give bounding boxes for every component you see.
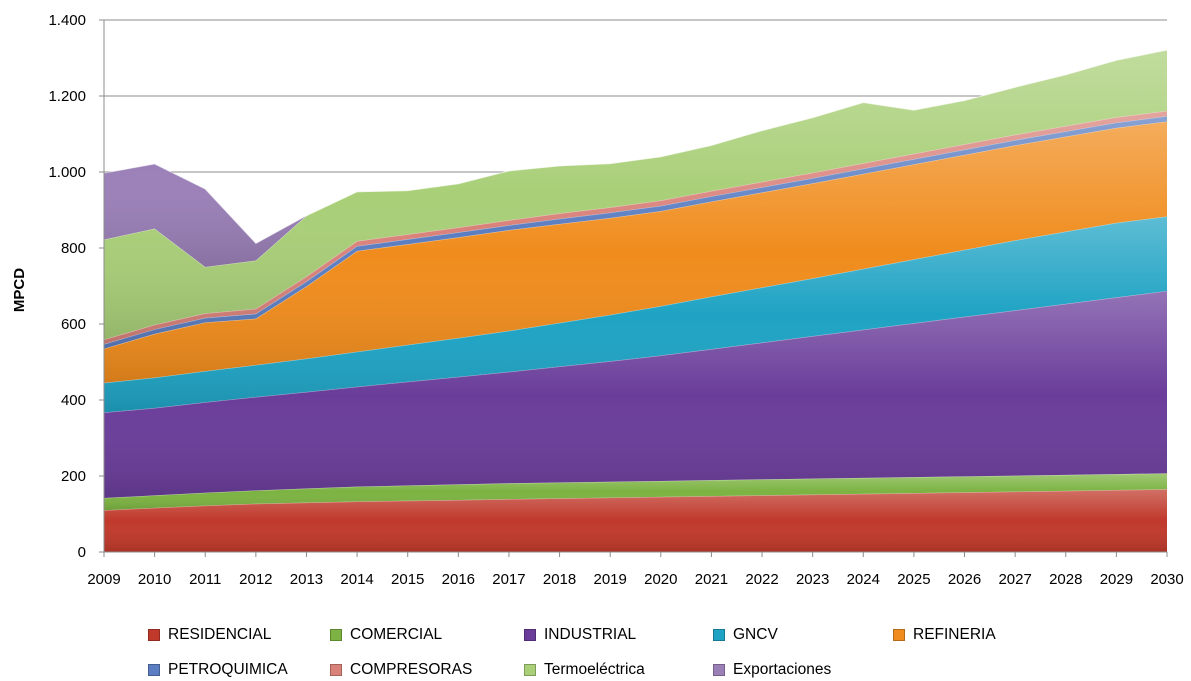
x-tick-label: 2029: [1100, 571, 1133, 588]
y-tick-label: 800: [61, 240, 86, 257]
x-tick-labels: 2009 2010 2011 2012 2013 2014 2015 2016 2017 2018…: [87, 552, 1184, 588]
x-tick-label: 2023: [796, 571, 829, 588]
x-tick-label: 2013: [290, 571, 323, 588]
area-industrial: [103, 290, 1168, 499]
x-tick-label: 2011: [189, 571, 221, 588]
area-shading: [104, 216, 1167, 413]
x-tick-label: 2018: [543, 571, 576, 588]
area-shading: [104, 473, 1167, 511]
x-tick-label: 2014: [340, 571, 373, 588]
x-tick-label: 2022: [745, 571, 778, 588]
x-tick-label: 2019: [594, 571, 627, 588]
area-exportaciones: [103, 49, 1168, 267]
y-tick-label: 1.200: [48, 88, 86, 105]
x-tick-label: 2027: [998, 571, 1031, 588]
area-shading: [104, 50, 1167, 267]
y-tick-label: 1.000: [48, 164, 86, 181]
x-tick-label: 2012: [239, 571, 272, 588]
x-tick-label: 2028: [1049, 571, 1082, 588]
axes: [103, 20, 1167, 553]
x-tick-label: 2025: [897, 571, 930, 588]
x-tick-label: 2015: [391, 571, 424, 588]
y-tick-label: 0: [78, 544, 86, 561]
area-shading: [104, 489, 1167, 552]
area-shading: [104, 50, 1167, 340]
y-axis-label: MPCD: [11, 268, 28, 312]
y-tick-label: 400: [61, 392, 86, 409]
area-edge: [103, 49, 1168, 245]
x-tick-label: 2016: [442, 571, 475, 588]
y-tick-label: 1.400: [48, 12, 86, 29]
area-series: [103, 49, 1168, 552]
x-tick-label: 2010: [138, 571, 171, 588]
x-tick-label: 2009: [87, 571, 120, 588]
x-tick-label: 2030: [1150, 571, 1183, 588]
area-shading: [104, 290, 1167, 499]
x-tick-label: 2017: [492, 571, 525, 588]
y-tick-label: 600: [61, 316, 86, 333]
x-tick-label: 2021: [695, 571, 728, 588]
y-tick-label: 200: [61, 468, 86, 485]
x-tick-label: 2024: [847, 571, 880, 588]
x-tick-label: 2026: [948, 571, 981, 588]
area-shading: [104, 121, 1167, 383]
x-tick-label: 2020: [644, 571, 677, 588]
y-tick-labels: 0 200 400 600 800 1.000 1.200 1.400: [48, 12, 104, 561]
